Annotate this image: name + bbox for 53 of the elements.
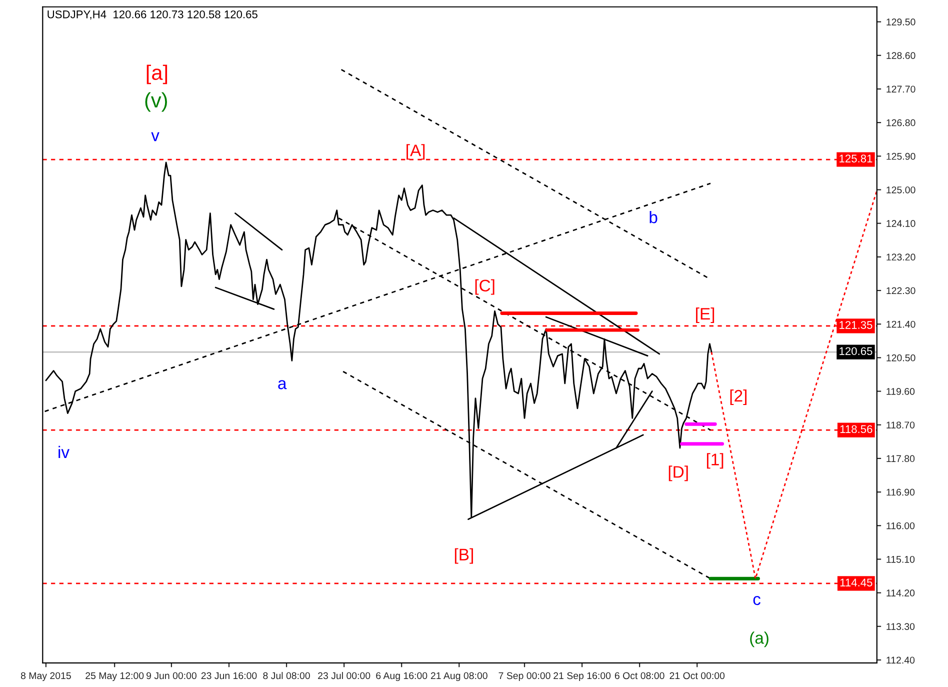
y-tick-label: 122.30 [886,287,916,294]
y-tick-label: 125.90 [886,152,916,160]
y-tick-label: 116.90 [886,488,915,496]
y-tick-label: 112.40 [886,656,915,664]
x-tick-label: 25 May 12:00 [86,672,144,682]
annotation: iv [58,446,70,458]
x-tick-label: 8 Jul 08:00 [263,672,310,680]
y-tick-label: 113.30 [886,623,915,630]
x-tick-label: 8 May 2015 [20,672,71,682]
chart-title: USDJPY,H4 120.66 120.73 120.58 120.65 [48,10,258,20]
y-tick-label: 129.50 [886,18,916,26]
annotation: [E] [696,307,714,323]
y-tick-label: 118.70 [886,422,915,428]
ref-line-label: 118.56 [840,425,872,434]
x-tick-label: 21 Oct 00:00 [670,672,725,680]
annotation: [a] [146,64,168,84]
y-tick-label: 117.80 [886,455,915,462]
y-tick-label: 116.00 [886,522,915,530]
y-tick-label: 123.20 [886,254,916,261]
annotation: [C] [475,279,494,295]
ref-line-label: 125.81 [840,154,872,162]
y-tick-label: 127.70 [886,86,916,93]
annotation: [A] [406,144,425,160]
x-tick-label: 6 Aug 16:00 [376,672,428,682]
y-tick-label: 125.00 [886,186,916,194]
ref-line-label: 121.35 [840,321,872,329]
x-tick-label: 21 Aug 08:00 [430,672,488,682]
x-tick-label: 23 Jul 00:00 [318,672,370,680]
y-tick-label: 119.60 [886,388,915,395]
annotation: [D] [668,466,688,482]
annotation: a [278,380,287,390]
y-tick-label: 128.60 [886,52,916,60]
annotation: b [650,211,658,224]
annotation: [1] [706,453,724,469]
y-tick-label: 120.50 [886,354,916,362]
y-tick-label: 115.10 [886,556,915,563]
y-tick-label: 126.80 [886,119,916,126]
y-tick-label: 114.20 [886,590,915,596]
x-tick-label: 7 Sep 00:00 [498,672,550,682]
ref-line-label: 114.45 [840,578,872,586]
ref-line-label: 120.65 [840,347,872,356]
annotation: (a) [750,632,768,648]
x-tick-label: 23 Jun 16:00 [201,672,257,680]
annotation: c [753,596,760,606]
x-tick-label: 9 Jun 00:00 [146,672,196,680]
y-tick-label: 124.10 [886,220,916,227]
annotation: (v) [145,92,167,112]
annotation: v [151,132,160,142]
annotation: [B] [454,548,473,564]
y-tick-label: 121.40 [886,320,916,328]
x-tick-label: 6 Oct 08:00 [614,672,664,680]
x-tick-label: 21 Sep 16:00 [554,672,611,682]
annotation: [2] [730,389,746,406]
